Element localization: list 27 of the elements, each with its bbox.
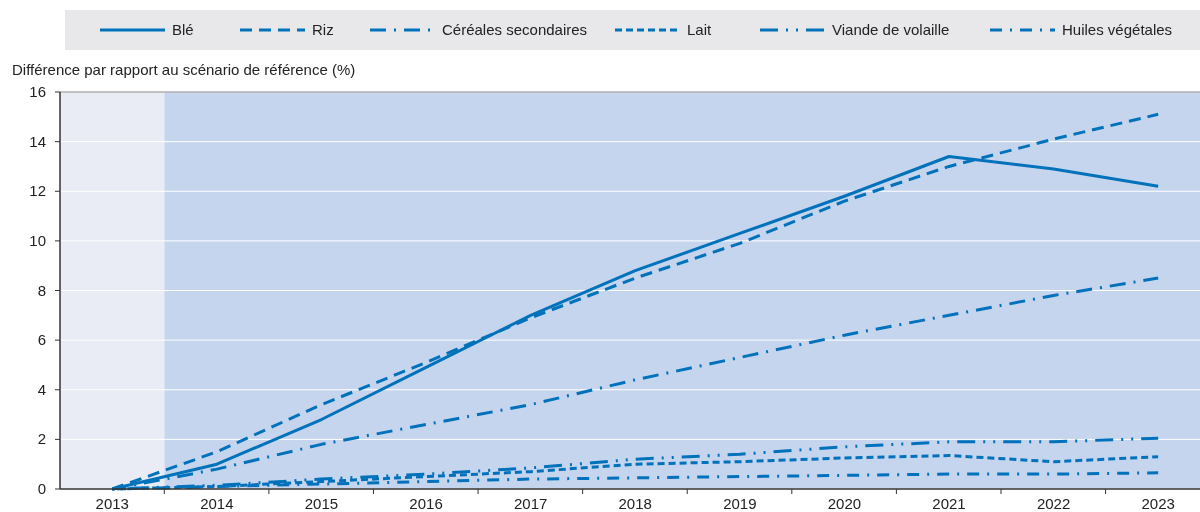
y-tick-label: 12 [29, 182, 46, 200]
x-tick-label: 2017 [513, 495, 548, 512]
x-tick-label: 2016 [409, 495, 443, 512]
x-tick-label: 2013 [95, 495, 129, 512]
x-tick-label: 2021 [932, 495, 966, 512]
x-tick-label: 2023 [1141, 495, 1175, 512]
x-tick-label: 2019 [723, 495, 757, 512]
y-tick-label: 14 [29, 132, 46, 150]
x-tick-label: 2015 [304, 495, 339, 512]
legend-label: Riz [312, 21, 334, 38]
legend-label: Lait [687, 21, 713, 38]
x-tick-label: 2022 [1036, 495, 1071, 512]
x-tick-label: 2014 [200, 495, 234, 512]
legend-label: Huiles végétales [1062, 21, 1173, 38]
x-tick-label: 2018 [618, 495, 652, 512]
x-tick-label: 2020 [827, 495, 862, 512]
y-axis-title: Différence par rapport au scénario de référence (%) [12, 61, 356, 78]
y-tick-label: 4 [37, 380, 46, 398]
y-tick-label: 10 [29, 231, 46, 249]
y-tick-label: 0 [37, 480, 46, 497]
y-tick-label: 16 [29, 83, 46, 100]
y-tick-label: 6 [37, 331, 46, 349]
legend-label: Céréales secondaires [442, 21, 588, 38]
legend-label: Viande de volaille [832, 21, 950, 38]
y-tick-label: 2 [37, 430, 46, 448]
y-tick-label: 8 [37, 281, 46, 299]
legend-label: Blé [172, 21, 194, 38]
